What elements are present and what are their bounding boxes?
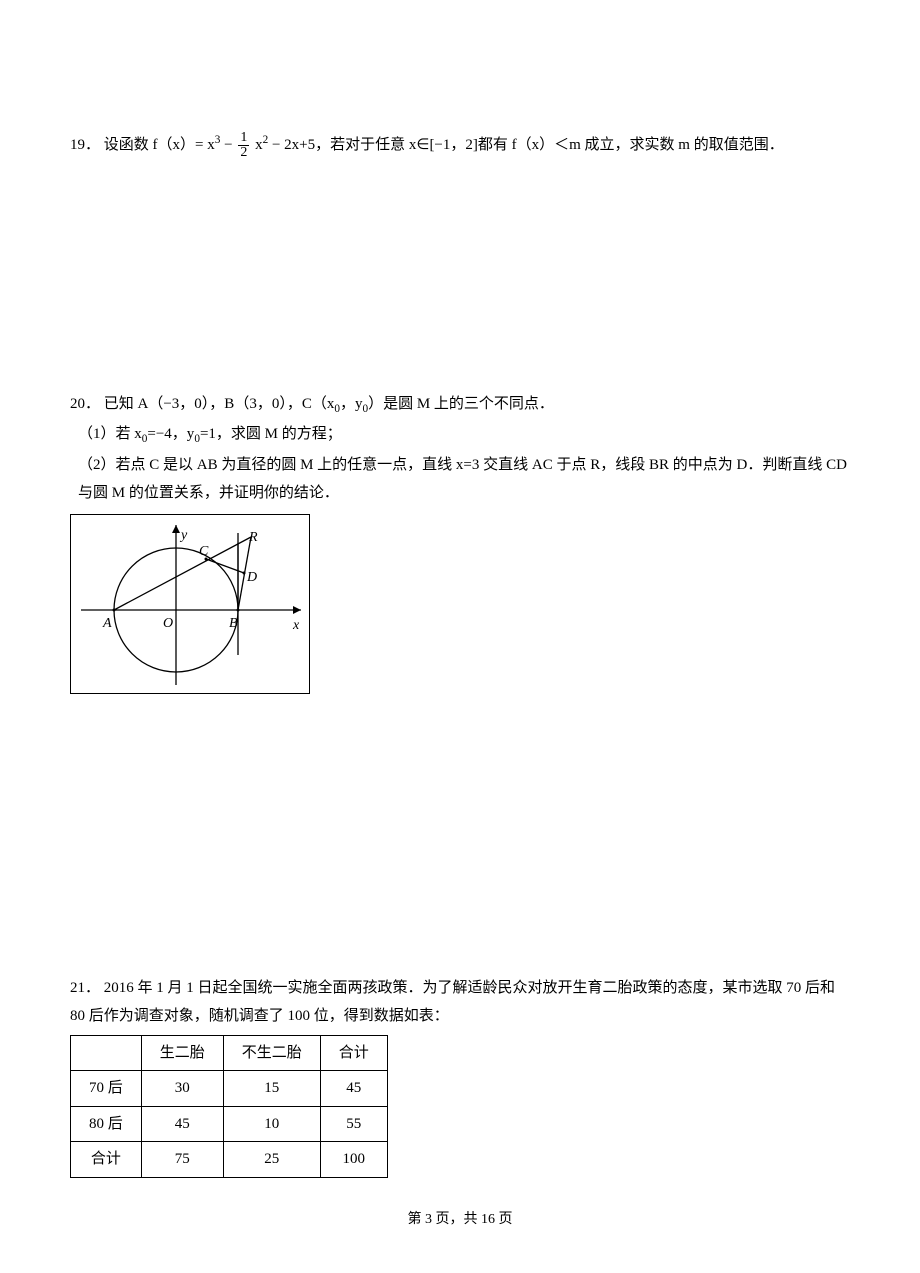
p20-text-c: ）是圆 M 上的三个不同点．	[368, 396, 554, 412]
th-no: 不生二胎	[223, 1035, 320, 1071]
p19-text-d: − 2x+5，若对于任意 x∈[−1，2]都有 f（x）＜m 成立，求实数 m …	[272, 137, 784, 153]
cell: 45	[320, 1071, 387, 1107]
table-row: 80 后 45 10 55	[71, 1106, 388, 1142]
table-header-row: 生二胎 不生二胎 合计	[71, 1035, 388, 1071]
p20-main-line: 20． 已知 A（−3，0），B（3，0），C（x0，y0）是圆 M 上的三个不…	[70, 390, 850, 420]
p21-table: 生二胎 不生二胎 合计 70 后 30 15 45 80 后 45 10 55 …	[70, 1035, 388, 1178]
label-x: x	[293, 613, 299, 640]
p20-item1-c: =1，求圆 M 的方程；	[200, 426, 342, 442]
label-B: B	[229, 611, 238, 638]
th-yes: 生二胎	[141, 1035, 223, 1071]
p19-number: 19．	[70, 137, 100, 153]
p20-item1: （1）若 x0=−4，y0=1，求圆 M 的方程；	[70, 420, 850, 450]
p20-figure-svg	[71, 515, 311, 695]
p20-text-a: 已知 A（−3，0），B（3，0），C（x	[104, 396, 335, 412]
p19-exp3: 3	[215, 134, 221, 146]
label-C: C	[199, 539, 208, 566]
p19-frac-den: 2	[238, 146, 249, 160]
p19-text-c: x	[255, 137, 263, 153]
footer-current: 3	[425, 1212, 432, 1227]
page-footer: 第 3 页，共 16 页	[0, 1208, 920, 1228]
label-O: O	[163, 611, 173, 638]
th-total: 合计	[320, 1035, 387, 1071]
cell: 合计	[71, 1142, 142, 1178]
p19-text-a: 设函数 f（x）= x	[104, 137, 215, 153]
label-R: R	[249, 525, 258, 552]
problem-20: 20． 已知 A（−3，0），B（3，0），C（x0，y0）是圆 M 上的三个不…	[70, 390, 850, 694]
p20-item1-b: =−4，y	[147, 426, 194, 442]
p19-text-b: −	[224, 137, 236, 153]
p20-figure: y x O A B C D R	[70, 514, 310, 694]
label-D: D	[247, 565, 257, 592]
footer-total: 16	[481, 1212, 495, 1227]
p19-exp2: 2	[263, 134, 269, 146]
label-y: y	[181, 523, 187, 550]
table-row: 70 后 30 15 45	[71, 1071, 388, 1107]
label-A: A	[103, 611, 112, 638]
cell: 10	[223, 1106, 320, 1142]
cell: 100	[320, 1142, 387, 1178]
p20-text-b: ，y	[340, 396, 363, 412]
cell: 45	[141, 1106, 223, 1142]
footer-mid: 页，共	[436, 1212, 478, 1227]
problem-21: 21． 2016 年 1 月 1 日起全国统一实施全面两孩政策．为了解适龄民众对…	[70, 974, 850, 1178]
cell: 25	[223, 1142, 320, 1178]
p19-fraction: 1 2	[238, 131, 249, 160]
p20-item1-a: （1）若 x	[78, 426, 142, 442]
cell: 30	[141, 1071, 223, 1107]
cell: 55	[320, 1106, 387, 1142]
p20-item2: （2）若点 C 是以 AB 为直径的圆 M 上的任意一点，直线 x=3 交直线 …	[70, 451, 850, 508]
footer-prefix: 第	[408, 1212, 422, 1227]
footer-suffix: 页	[499, 1212, 513, 1227]
p21-number: 21．	[70, 980, 100, 996]
p19-frac-num: 1	[238, 131, 249, 146]
problem-19: 19． 设函数 f（x）= x3 − 1 2 x2 − 2x+5，若对于任意 x…	[70, 130, 850, 160]
cell: 80 后	[71, 1106, 142, 1142]
p21-text: 2016 年 1 月 1 日起全国统一实施全面两孩政策．为了解适龄民众对放开生育…	[70, 980, 835, 1025]
p20-number: 20．	[70, 396, 100, 412]
cell: 75	[141, 1142, 223, 1178]
cell: 70 后	[71, 1071, 142, 1107]
th-blank	[71, 1035, 142, 1071]
cell: 15	[223, 1071, 320, 1107]
table-row: 合计 75 25 100	[71, 1142, 388, 1178]
